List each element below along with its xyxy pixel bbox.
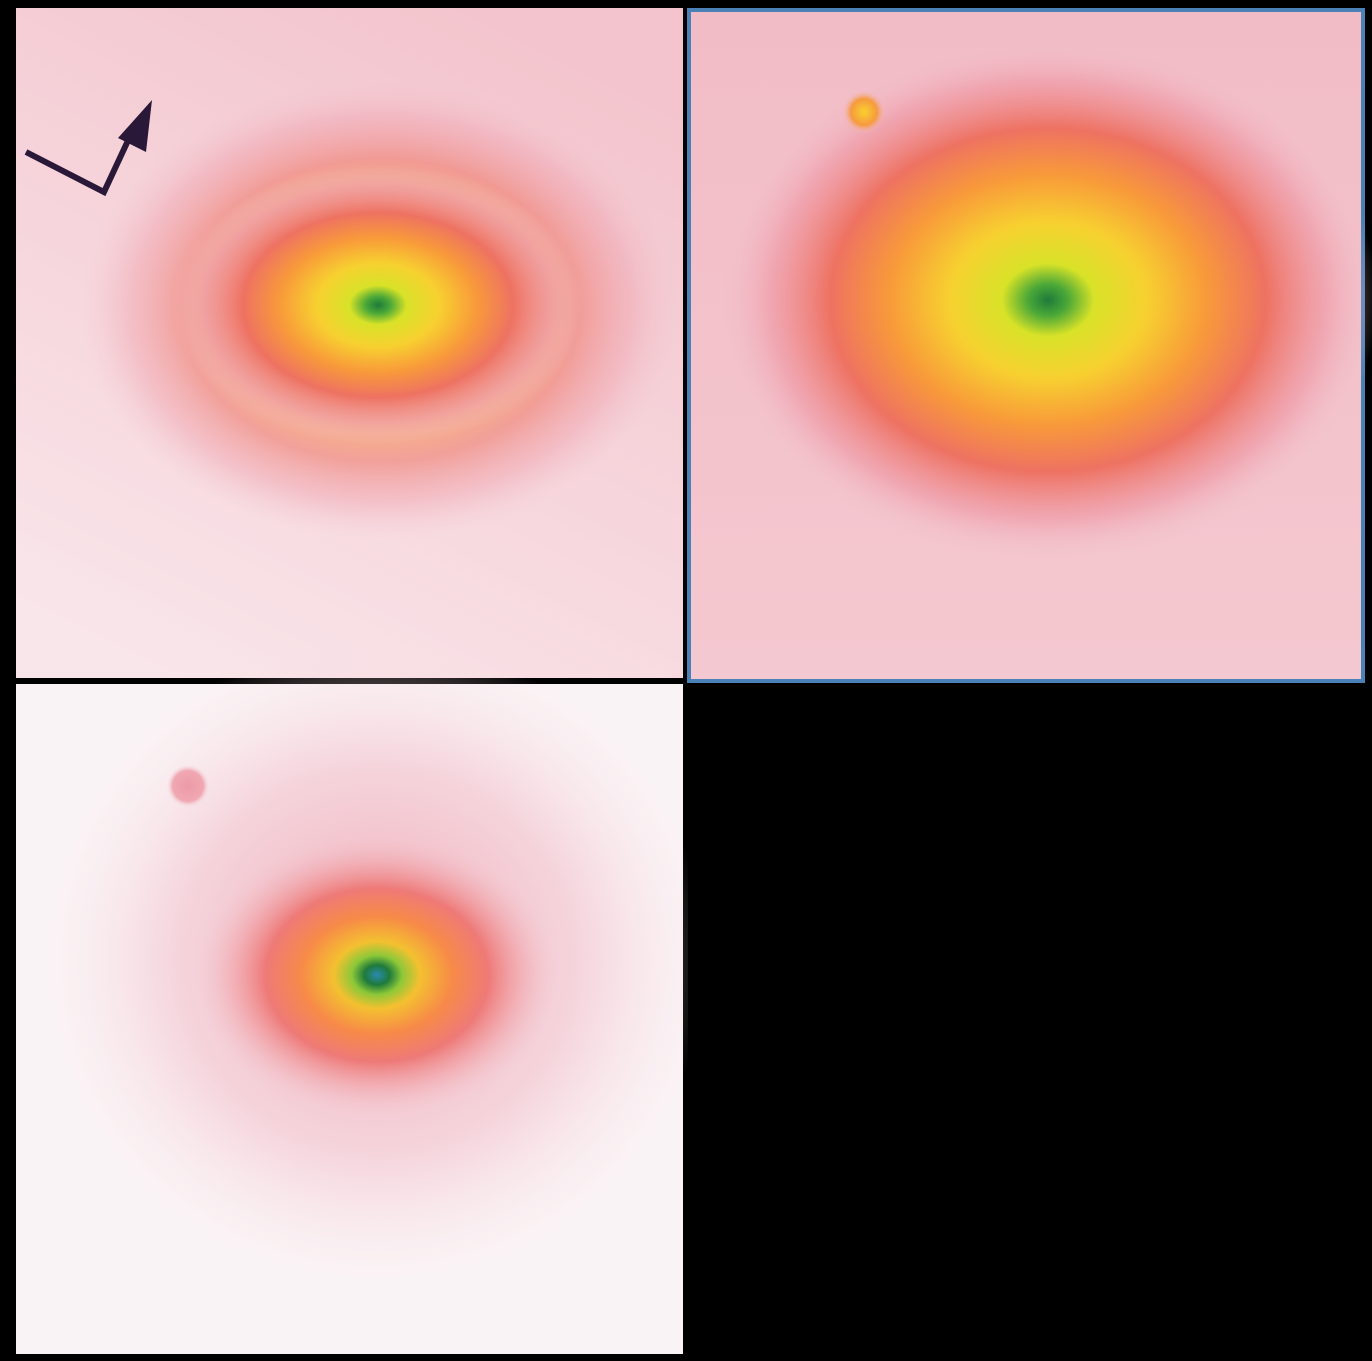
panel-top-right: [689, 10, 1372, 681]
panel-bottom-left: [16, 640, 707, 1354]
page: (() => { const data = JSON.parse(documen…: [0, 0, 1372, 1361]
galaxy: [173, 165, 583, 445]
galaxy: [197, 835, 557, 1115]
image-mosaic: [0, 0, 1372, 1361]
star: [842, 90, 886, 134]
panel-top-left: [16, 8, 683, 678]
panel-bottom-right: [688, 686, 1365, 1354]
galaxy: [718, 40, 1372, 560]
star: [166, 764, 210, 808]
